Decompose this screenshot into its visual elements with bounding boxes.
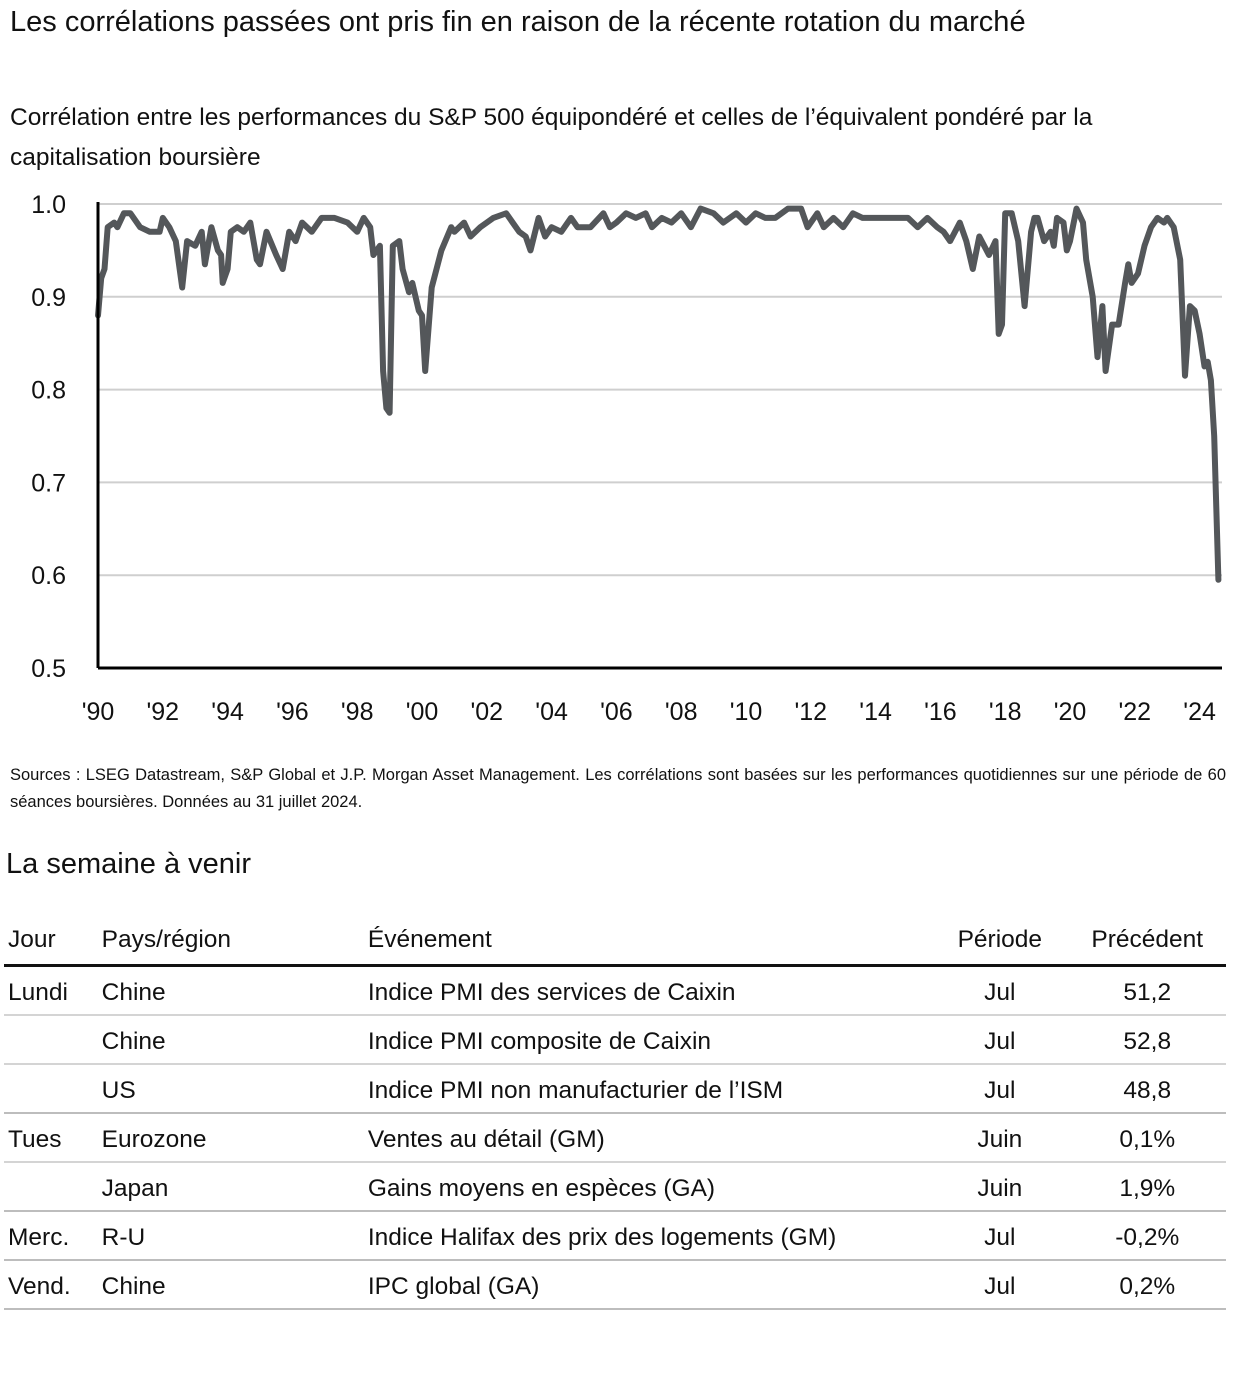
cell-event: Indice PMI des services de Caixin — [363, 965, 932, 1016]
cell-event: Ventes au détail (GM) — [363, 1112, 932, 1163]
cell-period: Juin — [931, 1112, 1069, 1163]
cell-day: Vend. — [4, 1259, 98, 1310]
y-tick-label: 0.9 — [31, 284, 66, 312]
cell-country: Chine — [97, 1014, 364, 1065]
x-tick-label: '04 — [535, 698, 568, 726]
cell-day: Lundi — [4, 965, 98, 1016]
cell-event: Indice PMI non manufacturier de l’ISM — [363, 1063, 932, 1114]
cell-day: Merc. — [4, 1210, 98, 1261]
x-tick-label: '24 — [1183, 698, 1216, 726]
table-row: Merc. R-U Indice Halifax des prix des loge… — [4, 1210, 1226, 1261]
cell-country: Japan — [97, 1161, 364, 1212]
cell-previous: 1,9% — [1068, 1161, 1226, 1212]
cell-previous: 0,2% — [1068, 1259, 1226, 1310]
y-tick-label: 0.5 — [31, 655, 66, 683]
header-event: Événement — [363, 916, 932, 967]
week-ahead-table: Jour Pays/région Événement Période Précé… — [4, 916, 1226, 1310]
table-row: Tues Eurozone Ventes au détail (GM) Juin 0,1… — [4, 1112, 1226, 1163]
x-tick-label: '06 — [600, 698, 633, 726]
table-row: US Indice PMI non manufacturier de l’ISM J… — [4, 1063, 1226, 1114]
cell-previous: 48,8 — [1068, 1063, 1226, 1114]
x-tick-label: '90 — [82, 698, 115, 726]
cell-period: Jul — [931, 965, 1069, 1016]
x-tick-label: '12 — [795, 698, 828, 726]
cell-previous: 52,8 — [1068, 1014, 1226, 1065]
cell-period: Jul — [931, 1014, 1069, 1065]
cell-previous: 51,2 — [1068, 965, 1226, 1016]
cell-period: Jul — [931, 1063, 1069, 1114]
x-tick-label: '18 — [989, 698, 1022, 726]
x-tick-label: '96 — [276, 698, 309, 726]
cell-event: IPC global (GA) — [363, 1259, 932, 1310]
chart-title: Les corrélations passées ont pris fin en… — [10, 6, 1026, 38]
cell-period: Juin — [931, 1161, 1069, 1212]
cell-country: Eurozone — [97, 1112, 364, 1163]
correlation-line-chart: 1.0 0.9 0.8 0.7 0.6 0.5 '90 '92 '94 '96 '98 '00 '02 '… — [31, 191, 1222, 726]
cell-previous: -0,2% — [1068, 1210, 1226, 1261]
table-row: Chine Indice PMI composite de Caixin Jul 52… — [4, 1014, 1226, 1065]
table-header-row: Jour Pays/région Événement Période Précé… — [4, 916, 1226, 967]
x-tick-label: '98 — [341, 698, 374, 726]
table-row: Japan Gains moyens en espèces (GA) Juin 1,9… — [4, 1161, 1226, 1212]
cell-event: Gains moyens en espèces (GA) — [363, 1161, 932, 1212]
cell-period: Jul — [931, 1210, 1069, 1261]
chart-subtitle: Corrélation entre les performances du S&… — [10, 104, 1093, 171]
x-tick-label: '08 — [665, 698, 698, 726]
table-row: Lundi Chine Indice PMI des services de Cai… — [4, 965, 1226, 1016]
x-tick-label: '02 — [471, 698, 504, 726]
cell-country: Chine — [97, 965, 364, 1016]
x-tick-label: '22 — [1119, 698, 1152, 726]
cell-day: Tues — [4, 1112, 98, 1163]
y-tick-label: 0.8 — [31, 377, 66, 405]
x-tick-label: '20 — [1054, 698, 1087, 726]
header-previous: Précédent — [1068, 916, 1226, 967]
header-day: Jour — [4, 916, 98, 967]
cell-country: US — [97, 1063, 364, 1114]
cell-previous: 0,1% — [1068, 1112, 1226, 1163]
x-tick-label: '10 — [730, 698, 763, 726]
cell-event: Indice PMI composite de Caixin — [363, 1014, 932, 1065]
cell-period: Jul — [931, 1259, 1069, 1310]
cell-day — [4, 1161, 98, 1212]
y-tick-label: 1.0 — [31, 191, 66, 219]
sources-note: Sources : LSEG Datastream, S&P Global et… — [10, 766, 1226, 811]
correlation-series-line — [95, 205, 1222, 583]
y-tick-label: 0.6 — [31, 562, 66, 590]
cell-country: Chine — [97, 1259, 364, 1310]
week-ahead-title: La semaine à venir — [6, 848, 252, 880]
x-tick-label: '00 — [406, 698, 439, 726]
x-tick-label: '14 — [859, 698, 892, 726]
cell-event: Indice Halifax des prix des logements (G… — [363, 1210, 932, 1261]
cell-day — [4, 1014, 98, 1065]
x-tick-label: '94 — [211, 698, 244, 726]
header-country: Pays/région — [97, 916, 364, 967]
y-tick-label: 0.7 — [31, 469, 66, 497]
table-row: Vend. Chine IPC global (GA) Jul 0,2% — [4, 1259, 1226, 1310]
cell-country: R-U — [97, 1210, 364, 1261]
x-tick-label: '16 — [924, 698, 957, 726]
cell-day — [4, 1063, 98, 1114]
header-period: Période — [931, 916, 1069, 967]
x-tick-label: '92 — [147, 698, 180, 726]
